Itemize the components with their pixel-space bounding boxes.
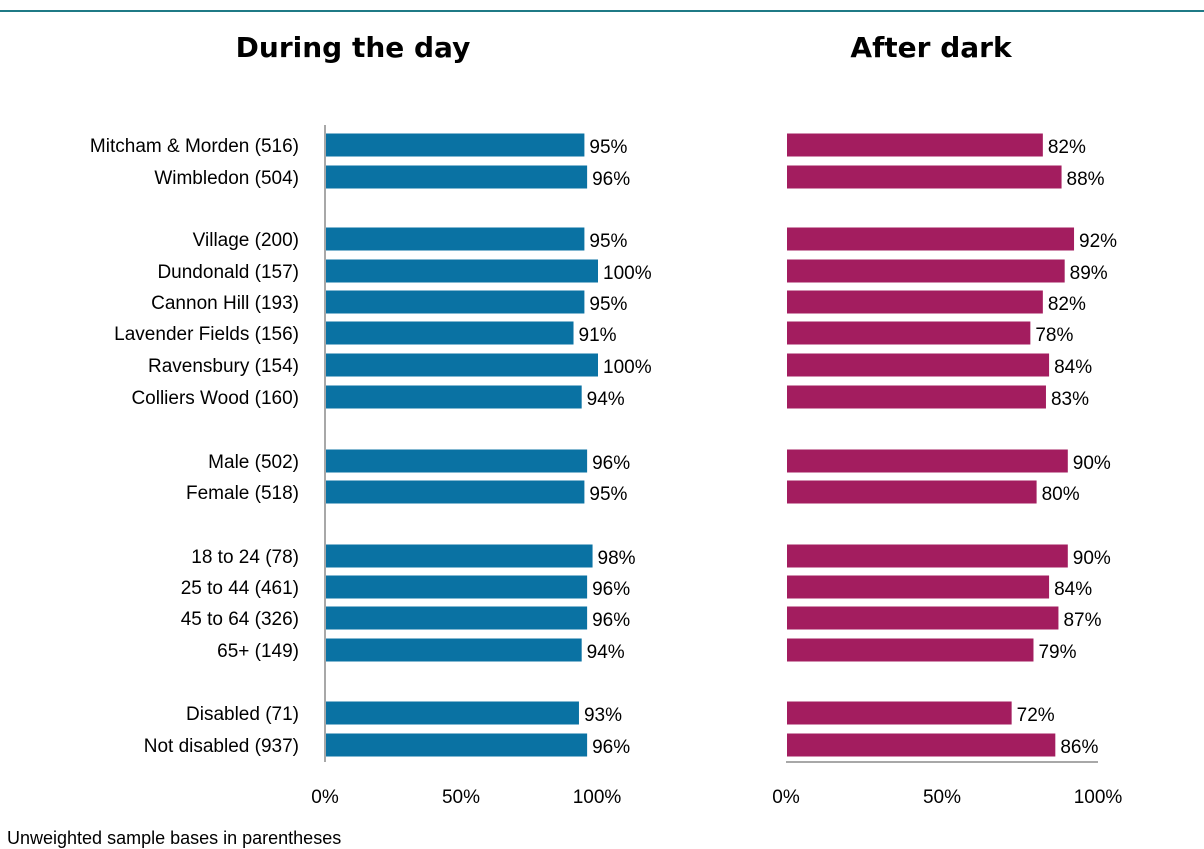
category-label: 65+ (149) xyxy=(217,641,299,662)
bar xyxy=(326,259,598,283)
bar xyxy=(326,133,585,157)
value-label: 82% xyxy=(1048,294,1086,315)
bar xyxy=(326,480,585,504)
value-label: 80% xyxy=(1042,484,1080,505)
value-label: 84% xyxy=(1054,357,1092,378)
x-tick-label: 100% xyxy=(573,787,622,808)
bar xyxy=(787,701,1012,725)
value-label: 95% xyxy=(589,137,627,158)
category-label: 45 to 64 (326) xyxy=(181,609,299,630)
value-label: 96% xyxy=(592,579,630,600)
bar xyxy=(787,227,1075,251)
bar xyxy=(326,733,588,757)
bar xyxy=(787,606,1059,630)
bar xyxy=(787,133,1043,157)
value-label: 95% xyxy=(589,231,627,252)
value-label: 90% xyxy=(1073,548,1111,569)
bar xyxy=(787,480,1037,504)
value-label: 82% xyxy=(1048,137,1086,158)
value-label: 95% xyxy=(589,294,627,315)
category-label: Dundonald (157) xyxy=(157,262,299,283)
x-tick-label: 50% xyxy=(442,787,480,808)
value-label: 98% xyxy=(598,548,636,569)
bar xyxy=(326,701,579,725)
value-label: 90% xyxy=(1073,453,1111,474)
category-label: Not disabled (937) xyxy=(144,736,299,757)
bar xyxy=(787,165,1062,189)
bar xyxy=(326,290,585,314)
category-label: Female (518) xyxy=(186,483,299,504)
x-tick-label: 0% xyxy=(311,787,339,808)
bar xyxy=(787,259,1065,283)
category-label: Wimbledon (504) xyxy=(154,168,299,189)
bar xyxy=(787,638,1034,662)
value-label: 78% xyxy=(1035,325,1073,346)
bar xyxy=(787,321,1031,345)
bar xyxy=(326,575,588,599)
bar xyxy=(326,165,588,189)
category-label: 25 to 44 (461) xyxy=(181,578,299,599)
value-label: 95% xyxy=(589,484,627,505)
bar xyxy=(787,353,1050,377)
bar xyxy=(326,227,585,251)
panel-title-dark: After dark xyxy=(850,31,1013,64)
value-label: 87% xyxy=(1063,610,1101,631)
category-label: Male (502) xyxy=(208,452,299,473)
value-label: 96% xyxy=(592,737,630,758)
category-label: Village (200) xyxy=(193,230,299,251)
x-tick-label: 0% xyxy=(772,787,800,808)
value-label: 100% xyxy=(603,357,652,378)
value-label: 72% xyxy=(1017,705,1055,726)
bar xyxy=(326,321,574,345)
value-label: 92% xyxy=(1079,231,1117,252)
value-label: 96% xyxy=(592,169,630,190)
category-label: 18 to 24 (78) xyxy=(191,547,299,568)
value-label: 94% xyxy=(587,389,625,410)
category-label: Colliers Wood (160) xyxy=(131,388,299,409)
x-tick-label: 100% xyxy=(1074,787,1123,808)
bar xyxy=(787,733,1056,757)
value-label: 100% xyxy=(603,263,652,284)
bar xyxy=(326,638,582,662)
bar xyxy=(326,385,582,409)
x-tick-label: 50% xyxy=(923,787,961,808)
value-label: 94% xyxy=(587,642,625,663)
footnote: Unweighted sample bases in parentheses xyxy=(7,828,342,848)
category-label: Disabled (71) xyxy=(186,704,299,725)
value-label: 79% xyxy=(1038,642,1076,663)
bar xyxy=(326,353,598,377)
category-label: Lavender Fields (156) xyxy=(114,324,299,345)
bar xyxy=(787,544,1068,568)
value-label: 93% xyxy=(584,705,622,726)
bar xyxy=(787,385,1046,409)
value-label: 96% xyxy=(592,453,630,474)
category-label: Mitcham & Morden (516) xyxy=(90,136,299,157)
category-label: Ravensbury (154) xyxy=(148,356,299,377)
bar xyxy=(326,544,593,568)
bar xyxy=(326,449,588,473)
bar xyxy=(326,606,588,630)
value-label: 96% xyxy=(592,610,630,631)
value-label: 83% xyxy=(1051,389,1089,410)
value-label: 88% xyxy=(1067,169,1105,190)
top-rule xyxy=(0,10,1204,12)
value-label: 89% xyxy=(1070,263,1108,284)
panel-title-day: During the day xyxy=(236,31,471,64)
value-label: 91% xyxy=(579,325,617,346)
bar xyxy=(787,449,1068,473)
category-label: Cannon Hill (193) xyxy=(151,293,299,314)
bar xyxy=(787,575,1050,599)
bar xyxy=(787,290,1043,314)
value-label: 86% xyxy=(1060,737,1098,758)
value-label: 84% xyxy=(1054,579,1092,600)
